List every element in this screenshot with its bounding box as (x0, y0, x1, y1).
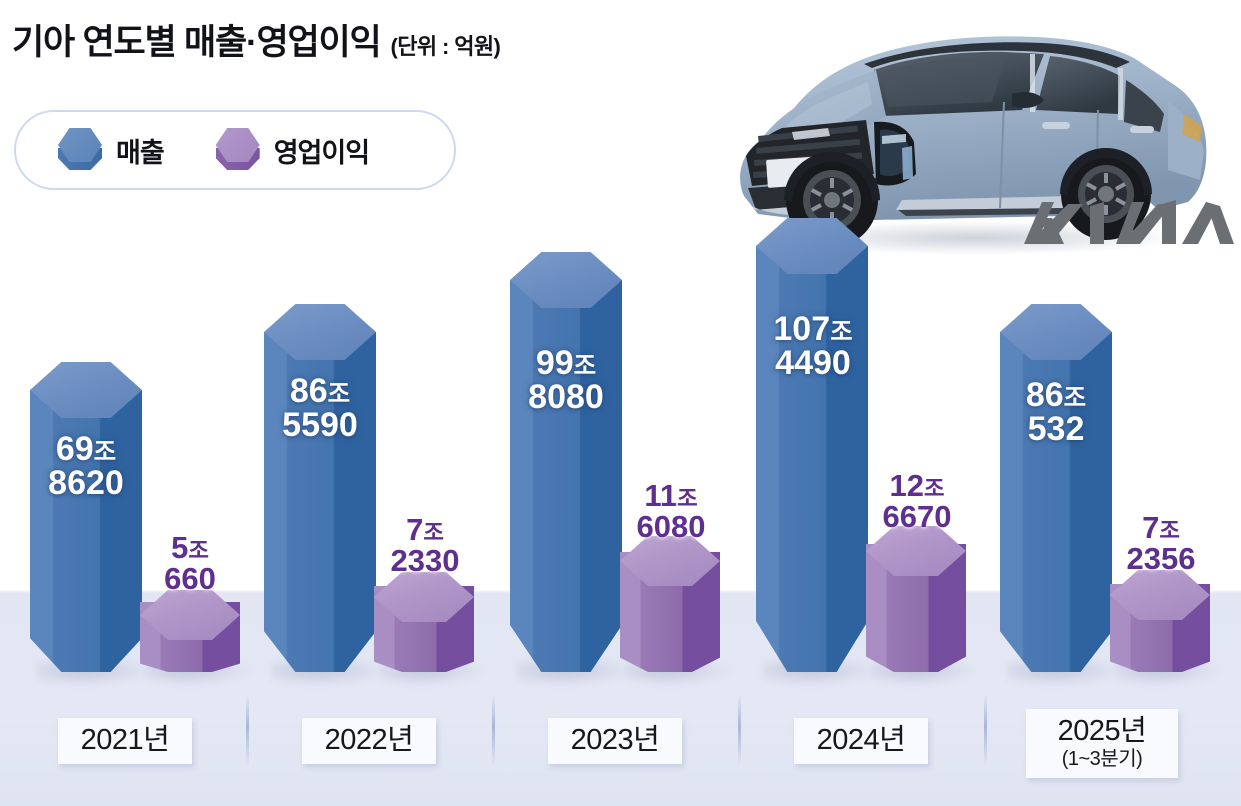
year-label-2022: 2022년 (302, 717, 436, 764)
year-label-2023: 2023년 (548, 717, 682, 764)
profit-bar-2021[interactable] (140, 590, 250, 686)
page-title: 기아 연도별 매출·영업이익 (단위 : 억원) (12, 14, 501, 65)
profit-bar-2022[interactable] (374, 572, 484, 686)
kia-wordmark-logo (1024, 200, 1234, 244)
legend-item-revenue[interactable]: 매출 (58, 128, 165, 172)
year-label-2024: 2024년 (794, 717, 928, 764)
profit-value-2025: 7조 2356 (1126, 510, 1196, 576)
category-divider-3 (738, 694, 741, 766)
category-divider-4 (984, 694, 987, 766)
profit-bar-2025[interactable] (1110, 570, 1220, 686)
revenue-bar-2024[interactable] (756, 218, 880, 686)
revenue-bar-2023[interactable] (510, 252, 634, 686)
profit-value-2024: 12조 6670 (882, 468, 952, 534)
category-divider-1 (246, 694, 249, 766)
year-label-2021: 2021년 (58, 717, 192, 764)
revenue-value-2021: 69조 8620 (48, 430, 124, 502)
legend-label-operating-profit: 영업이익 (273, 137, 370, 168)
chart-legend: 매출 영업이익 (14, 110, 456, 190)
profit-bar-2024[interactable] (866, 526, 976, 686)
profit-value-2021: 5조 660 (164, 530, 216, 596)
title-unit-text: (단위 : 억원) (390, 34, 501, 59)
profit-value-2023: 11조 6080 (636, 478, 706, 544)
revenue-bar-2022[interactable] (264, 304, 388, 686)
profit-value-2022: 7조 2330 (390, 512, 460, 578)
title-text: 기아 연도별 매출·영업이익 (12, 23, 382, 62)
revenue-value-2025: 86조 532 (1025, 376, 1087, 448)
legend-item-operating-profit[interactable]: 영업이익 (215, 128, 370, 172)
revenue-value-2024: 107조 4490 (773, 310, 853, 382)
hexagon-prism-icon (58, 128, 102, 172)
revenue-value-2022: 86조 5590 (282, 372, 358, 444)
hexagon-prism-icon (215, 128, 260, 172)
revenue-bar-2021[interactable] (30, 362, 154, 686)
year-label-2025: 2025년 (1~3분기) (1026, 709, 1178, 778)
category-divider-2 (492, 694, 495, 766)
legend-label-revenue: 매출 (116, 137, 165, 168)
revenue-value-2023: 99조 8080 (528, 344, 604, 416)
profit-bar-2023[interactable] (620, 536, 730, 686)
revenue-bar-2025[interactable] (1000, 304, 1124, 686)
